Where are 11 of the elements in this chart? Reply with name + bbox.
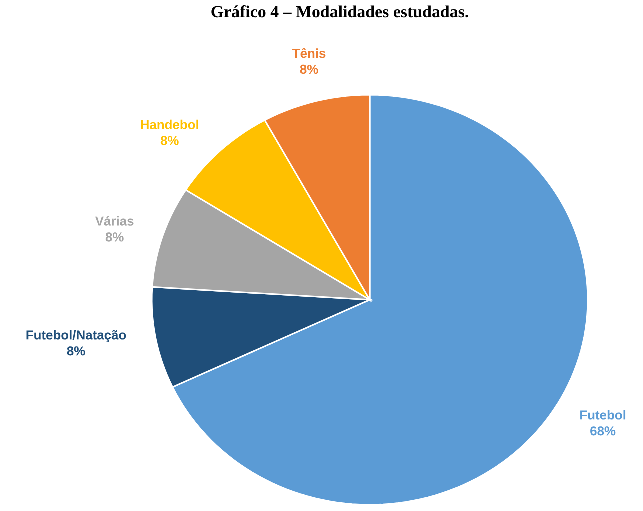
data-label: 8% <box>67 346 86 356</box>
slice-label: Tênis <box>292 48 326 58</box>
slice-label: Futebol/Natação <box>26 330 126 342</box>
slice-label: Handebol <box>141 120 198 130</box>
chart-title: Gráfico 4 – Modalidades estudadas. <box>212 6 468 18</box>
data-label: 8% <box>106 232 124 242</box>
slice-label: Várias <box>95 216 134 226</box>
data-label: 8% <box>300 64 318 74</box>
data-label: 8% <box>160 136 179 146</box>
slice-label: Futebol <box>580 410 626 420</box>
data-label: 68% <box>590 426 616 436</box>
